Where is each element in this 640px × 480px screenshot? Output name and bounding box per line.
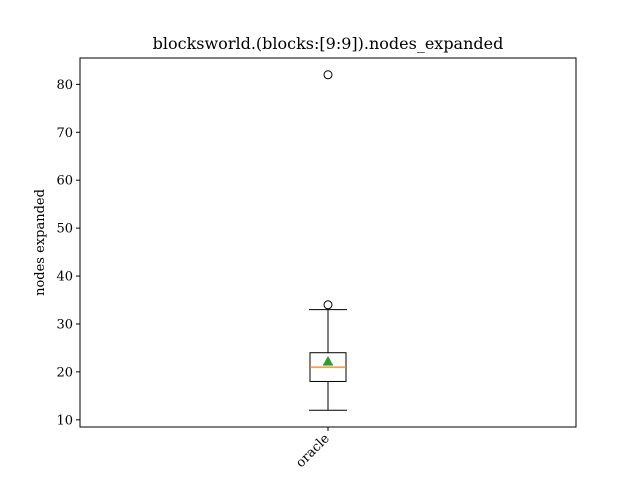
y-tick-label: 40 [56, 270, 73, 285]
plot-area-frame [79, 57, 577, 428]
y-axis-label: nodes expanded [33, 189, 48, 296]
outlier-point [323, 70, 333, 80]
box-series [309, 70, 347, 411]
y-tick-label: 70 [56, 126, 73, 141]
outlier-point [323, 300, 333, 310]
y-tick-label: 50 [56, 222, 73, 237]
y-tick-label: 20 [56, 365, 73, 380]
chart-title: blocksworld.(blocks:[9:9]).nodes_expande… [153, 34, 504, 53]
y-tick-label: 10 [56, 413, 73, 428]
x-axis: oracle [293, 427, 333, 471]
y-axis: 10 20 30 40 50 60 70 80 [56, 78, 80, 428]
y-tick-label: 80 [56, 78, 73, 93]
y-tick-label: 60 [56, 174, 73, 189]
y-tick-label: 30 [56, 317, 73, 332]
mean-marker [322, 355, 334, 366]
x-tick-label: oracle [293, 431, 333, 471]
